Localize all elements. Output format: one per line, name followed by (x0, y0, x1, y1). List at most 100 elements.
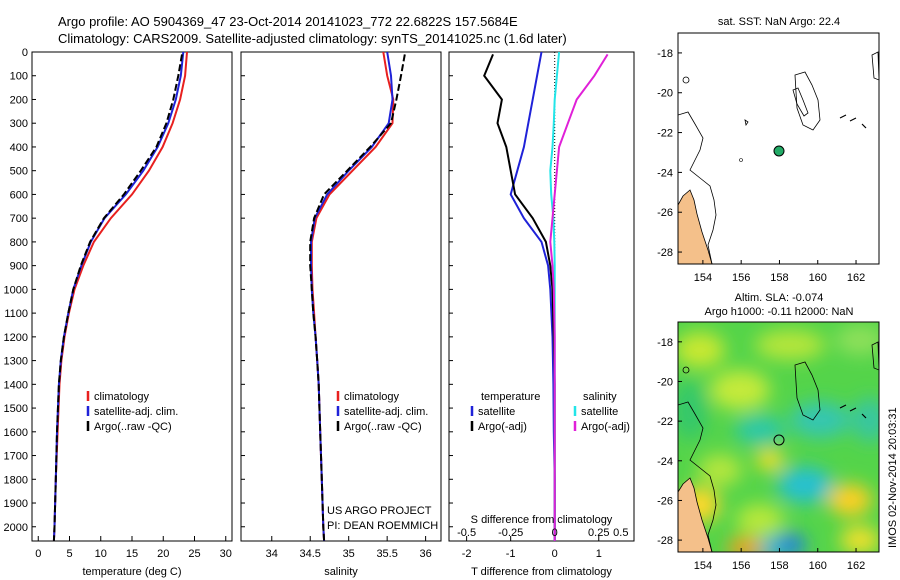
float-position-marker-sla (773, 434, 785, 446)
series-line-salinity-satellite (310, 51, 394, 542)
x-tick-label-salinity: 34 (266, 548, 278, 560)
x-tick-label-differences: 0 (552, 548, 558, 560)
map-y-tick-label: -28 (657, 247, 673, 259)
series-line-salinity-climatology (310, 51, 395, 542)
annotation-pi: PI: DEAN ROEMMICH (327, 520, 438, 532)
map-x-tick-label: 154 (694, 560, 712, 572)
legend-label-temperature: satellite-adj. clim. (94, 406, 178, 418)
y-tick-label: 1100 (4, 308, 28, 320)
new-caledonia-contour-sla (794, 361, 821, 421)
legend-label-diff-s: Argo(-adj) (581, 421, 630, 433)
y-tick-label: 900 (10, 261, 28, 273)
new-caledonia-island (792, 87, 809, 117)
map-y-tick-label: -20 (657, 88, 673, 100)
map-y-tick-label: -24 (657, 167, 673, 179)
y-tick-label: 1900 (4, 498, 28, 510)
map-x-tick-label: 160 (809, 272, 827, 284)
map-x-tick-label: 154 (694, 272, 712, 284)
map-x-tick-label: 156 (732, 272, 750, 284)
sla-field (678, 325, 879, 552)
y-tick-label: 800 (10, 237, 28, 249)
y-tick-label: 2000 (4, 522, 28, 534)
australia-land-sla (678, 477, 713, 552)
y-tick-label: 200 (10, 94, 28, 106)
x-tick-label-temperature: 15 (126, 548, 138, 560)
map-x-tick-label: 158 (770, 272, 788, 284)
top-tick-label-diff: -0.5 (457, 527, 476, 539)
x-tick-label-temperature: 10 (95, 548, 107, 560)
vanuatu-contour (871, 51, 879, 81)
top-tick-label-diff: 0 (552, 527, 558, 539)
series-line-differences-argo-S (549, 53, 609, 541)
y-tick-label: 1700 (4, 451, 28, 463)
y-tick-label: 500 (10, 166, 28, 178)
sla-map (678, 322, 879, 552)
small-island-1 (744, 119, 749, 127)
y-tick-label: 0 (22, 47, 28, 59)
shelf-contour-sla (678, 401, 717, 552)
legend-label-temperature: Argo(..raw -QC) (94, 421, 172, 433)
x-tick-label-temperature: 0 (35, 548, 41, 560)
map-y-tick-label: -18 (657, 48, 673, 60)
series-line-differences-argo-T (483, 54, 556, 541)
map-y-tick-label: -28 (657, 535, 673, 547)
small-island-2 (739, 158, 743, 162)
sst-map-title: sat. SST: NaN Argo: 22.4 (718, 16, 840, 28)
x-tick-label-temperature: 20 (157, 548, 169, 560)
sla-map-title-2: Argo h1000: -0.11 h2000: NaN (704, 306, 853, 318)
legend-label-temperature: climatology (94, 391, 150, 403)
series-line-differences-satellite-T (509, 51, 556, 541)
new-caledonia-contour (794, 71, 821, 131)
x-tick-label-temperature: 30 (220, 548, 232, 560)
header-line-2: Climatology: CARS2009. Satellite-adjuste… (58, 31, 567, 46)
plot-frame-temperature (31, 51, 233, 542)
x-tick-label-salinity: 35 (343, 548, 355, 560)
small-island-3 (682, 76, 690, 84)
x-tick-label-salinity: 34.5 (300, 548, 321, 560)
top-tick-label-diff: -0.25 (498, 527, 523, 539)
imos-stamp: IMOS 02-Nov-2014 20:03:31 (887, 407, 899, 548)
legend-label-diff-t: Argo(-adj) (478, 421, 527, 433)
x-tick-label-salinity: 36 (419, 548, 431, 560)
y-tick-label: 100 (10, 71, 28, 83)
x-axis-label-temperature: temperature (deg C) (82, 566, 181, 578)
y-tick-label: 700 (10, 213, 28, 225)
y-tick-label: 300 (10, 118, 28, 130)
y-tick-label: 1600 (4, 427, 28, 439)
map-y-tick-label: -22 (657, 128, 673, 140)
map-ticks: 154 156 158 160 162 -18 -20 -22 -24 -26 -28 154 156 1… (657, 48, 865, 572)
sla-map-frame (677, 321, 880, 553)
map-y-tick-label: -26 (657, 207, 673, 219)
map-y-tick-label: -26 (657, 495, 673, 507)
legend-label-diff-s: satellite (581, 406, 618, 418)
header-line-1: Argo profile: AO 5904369_47 23-Oct-2014 … (58, 14, 518, 29)
series-line-salinity-argo (309, 54, 406, 542)
map-x-tick-label: 156 (732, 560, 750, 572)
y-tick-label: 400 (10, 142, 28, 154)
top-tick-label-diff: 0.25 (588, 527, 609, 539)
map-y-tick-label: -24 (657, 456, 673, 468)
x-axis-label-differences: T difference from climatology (471, 566, 612, 578)
legend-label-diff-t: satellite (478, 406, 515, 418)
x-tick-label-differences: -1 (506, 548, 516, 560)
australia-land (678, 189, 713, 264)
y-tick-label: 1400 (4, 379, 28, 391)
sla-map-title-1: Altim. SLA: -0.074 (735, 292, 824, 304)
top-axis-label-diff: S difference from climatology (471, 514, 613, 526)
map-x-tick-label: 160 (809, 560, 827, 572)
plot-frame-differences (448, 51, 635, 542)
shelf-contour (678, 111, 717, 264)
x-tick-label-differences: -2 (462, 548, 472, 560)
x-tick-label-temperature: 5 (66, 548, 72, 560)
vanuatu-contour-sla (871, 341, 879, 371)
y-tick-label: 1300 (4, 356, 28, 368)
annotation-project: US ARGO PROJECT (327, 505, 432, 517)
y-tick-label: 1500 (4, 403, 28, 415)
map-x-tick-label: 162 (847, 272, 865, 284)
x-tick-label-differences: 1 (596, 548, 602, 560)
map-x-tick-label: 162 (847, 560, 865, 572)
small-island-sla (682, 366, 690, 374)
y-tick-label: 1000 (4, 284, 28, 296)
y-tick-label: 1200 (4, 332, 28, 344)
legend-label-salinity: climatology (344, 391, 400, 403)
